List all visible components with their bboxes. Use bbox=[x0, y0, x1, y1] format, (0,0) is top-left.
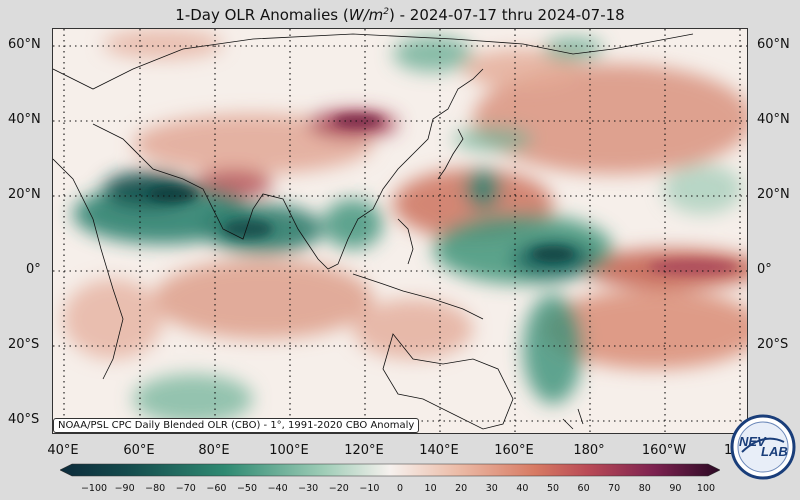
lat-label-right: 20°S bbox=[757, 337, 789, 352]
lat-label-left: 20°S bbox=[8, 337, 40, 352]
colorbar-tick-label: −20 bbox=[328, 483, 349, 494]
anomaly-detail bbox=[148, 114, 738, 275]
lon-label: 40°E bbox=[47, 443, 79, 458]
lon-label: 140°E bbox=[419, 443, 459, 458]
lat-label-left: 20°N bbox=[8, 187, 41, 202]
olr-anomaly-map bbox=[52, 28, 748, 434]
data-source-credit: NOAA/PSL CPC Daily Blended OLR (CBO) - 1… bbox=[53, 418, 420, 433]
colorbar-gradient bbox=[60, 463, 720, 477]
colorbar-tick-label: 20 bbox=[455, 483, 468, 494]
colorbar-tick-label: −60 bbox=[206, 483, 227, 494]
lon-label: 80°E bbox=[198, 443, 230, 458]
map-title: 1-Day OLR Anomalies (W/m2) - 2024-07-17 … bbox=[0, 0, 800, 26]
map-canvas bbox=[53, 29, 747, 433]
colorbar-tick-label: 0 bbox=[396, 483, 404, 494]
colorbar-tick-label: 80 bbox=[638, 483, 651, 494]
colorbar-tick-label: 100 bbox=[696, 483, 716, 494]
colorbar-tick-label: −40 bbox=[267, 483, 288, 494]
anomaly-field bbox=[63, 29, 747, 424]
lat-label-right: 0° bbox=[757, 262, 772, 277]
lon-label: 100°E bbox=[269, 443, 309, 458]
svg-text:NEV: NEV bbox=[739, 434, 767, 449]
nevlab-logo: NEV LAB bbox=[730, 414, 796, 480]
title-unit: W/m2 bbox=[348, 6, 389, 24]
colorbar-tick-label: 60 bbox=[577, 483, 590, 494]
colorbar-tick-label: 10 bbox=[424, 483, 437, 494]
colorbar-tick-label: −100 bbox=[80, 483, 108, 494]
lat-label-left: 40°S bbox=[8, 412, 40, 427]
lat-label-right: 20°N bbox=[757, 187, 790, 202]
lon-label: 160°E bbox=[494, 443, 534, 458]
coastlines bbox=[53, 33, 694, 430]
colorbar-tick-label: −80 bbox=[145, 483, 166, 494]
colorbar-tick-label: 30 bbox=[485, 483, 498, 494]
lon-label: 60°E bbox=[123, 443, 155, 458]
title-prefix: 1-Day OLR Anomalies ( bbox=[175, 6, 349, 24]
lat-label-left: 60°N bbox=[8, 37, 41, 52]
lon-label: 160°W bbox=[641, 443, 687, 458]
lon-label: 180° bbox=[573, 443, 605, 458]
colorbar bbox=[60, 463, 720, 477]
lat-label-right: 40°N bbox=[757, 112, 790, 127]
svg-text:LAB: LAB bbox=[761, 444, 788, 459]
lat-label-right: 60°N bbox=[757, 37, 790, 52]
colorbar-tick-label: 90 bbox=[669, 483, 682, 494]
colorbar-tick-label: 40 bbox=[516, 483, 529, 494]
colorbar-tick-label: −10 bbox=[359, 483, 380, 494]
colorbar-tick-label: −90 bbox=[114, 483, 135, 494]
colorbar-tick-label: −30 bbox=[298, 483, 319, 494]
colorbar-tick-label: 50 bbox=[546, 483, 560, 494]
title-suffix: ) - 2024-07-17 thru 2024-07-18 bbox=[388, 6, 625, 24]
lon-label: 120°E bbox=[344, 443, 384, 458]
colorbar-tick-label: 70 bbox=[608, 483, 621, 494]
colorbar-tick-label: −70 bbox=[175, 483, 196, 494]
lat-label-left: 40°N bbox=[8, 112, 41, 127]
lat-label-left: 0° bbox=[26, 262, 41, 277]
colorbar-tick-label: −50 bbox=[236, 483, 258, 494]
